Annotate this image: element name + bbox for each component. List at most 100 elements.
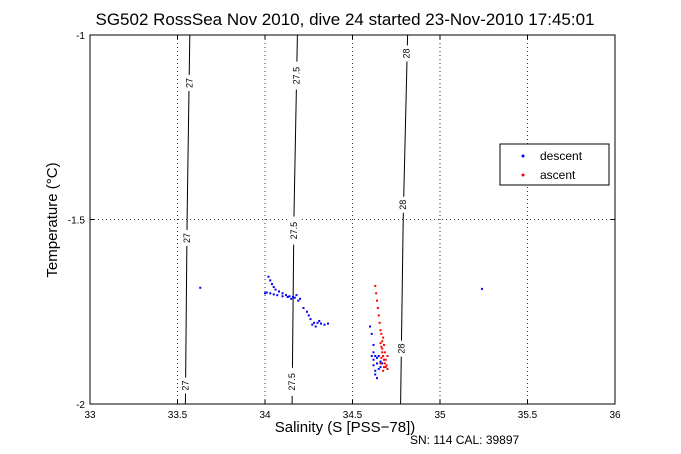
descent-point — [269, 292, 272, 295]
descent-point — [374, 355, 377, 358]
ascent-point — [379, 329, 382, 332]
ascent-point — [374, 284, 377, 287]
contour-label-bg — [395, 340, 408, 357]
x-tick-label: 34 — [259, 410, 271, 421]
descent-point — [276, 294, 279, 297]
descent-point — [372, 351, 375, 354]
contour-label-bg — [290, 61, 303, 90]
descent-point — [481, 287, 483, 290]
ascent-point — [383, 366, 385, 369]
contour-label: 28 — [398, 200, 408, 210]
legend-label-ascent: ascent — [540, 168, 576, 182]
x-tick-label: 33.5 — [168, 410, 188, 421]
legend-marker-descent — [521, 154, 525, 158]
x-axis-label: Salinity (S [PSS−78]) — [275, 419, 415, 436]
descent-point — [271, 283, 273, 286]
descent-point — [377, 367, 380, 370]
descent-point — [313, 321, 315, 324]
ascent-point — [381, 351, 384, 354]
descent-point — [377, 355, 380, 358]
ascent-point — [378, 321, 381, 324]
ascent-point — [381, 347, 384, 350]
x-tick-label: 35.5 — [518, 410, 538, 421]
ascent-point — [381, 340, 384, 343]
descent-point — [281, 295, 284, 298]
ascent-point — [382, 369, 385, 372]
density-contours: 27 27 27 27.5 27.5 27.5 28 28 28 — [179, 34, 413, 405]
legend-label-descent: descent — [540, 149, 583, 163]
descent-point — [269, 279, 272, 282]
ascent-point — [384, 366, 387, 369]
ascent-point — [385, 364, 388, 367]
descent-point — [372, 358, 375, 361]
ascent-point — [376, 307, 379, 310]
descent-point — [285, 294, 287, 297]
descent-point — [376, 377, 378, 380]
descent-point — [370, 332, 373, 335]
data-points — [199, 275, 483, 380]
descent-point — [267, 275, 270, 278]
ascent-point — [380, 356, 383, 359]
descent-point — [265, 291, 268, 294]
descent-point — [278, 290, 280, 293]
descent-point — [374, 373, 377, 376]
descent-point — [370, 355, 373, 358]
descent-point — [323, 323, 326, 326]
legend: descent ascent — [499, 143, 610, 186]
descent-point — [372, 364, 375, 367]
contour-label: 28 — [397, 344, 407, 354]
x-tick-label: 33 — [84, 410, 96, 421]
x-tick-label: 36 — [609, 410, 621, 421]
descent-point — [318, 319, 321, 322]
descent-point — [299, 297, 301, 300]
y-tick-label: -2 — [76, 400, 85, 411]
contour-label: 27.5 — [289, 222, 299, 240]
descent-point — [369, 325, 371, 328]
descent-point — [381, 362, 384, 365]
ascent-point — [383, 362, 386, 365]
contour-label: 27 — [182, 233, 192, 243]
descent-point — [316, 321, 319, 324]
contour-label: 27 — [185, 78, 195, 88]
ascent-point — [379, 362, 382, 365]
descent-point — [376, 356, 378, 359]
descent-point — [293, 296, 296, 299]
ascent-point — [386, 355, 389, 358]
ascent-point — [379, 342, 382, 345]
descent-point — [290, 297, 293, 300]
ascent-point — [383, 351, 386, 354]
descent-point — [374, 369, 377, 372]
contour-line-27 — [184, 34, 191, 405]
grid-lines — [90, 35, 615, 404]
descent-point — [288, 295, 291, 298]
contour-label-bg — [400, 45, 413, 62]
ascent-point — [375, 292, 378, 295]
descent-point — [264, 292, 266, 295]
contour-label: 27.5 — [287, 373, 297, 391]
ascent-point — [382, 355, 385, 358]
descent-point — [272, 286, 275, 289]
descent-point — [281, 292, 284, 295]
x-axis-ticks: 33 33.5 34 34.5 35 35.5 36 — [84, 35, 621, 421]
ascent-point — [384, 358, 387, 361]
descent-point — [379, 360, 382, 363]
descent-point — [372, 343, 375, 346]
contour-label-bg — [183, 74, 196, 91]
descent-point — [199, 286, 202, 289]
descent-point — [307, 314, 310, 317]
descent-point — [379, 366, 382, 369]
contour-label-bg — [286, 367, 299, 396]
descent-point — [302, 307, 305, 310]
descent-point — [376, 362, 378, 365]
legend-box — [499, 143, 610, 186]
descent-point — [297, 299, 300, 302]
contour-label-bg — [181, 229, 194, 246]
ascent-point — [377, 314, 380, 317]
descent-point — [295, 294, 298, 297]
x-tick-label: 35 — [434, 410, 446, 421]
descent-point — [274, 288, 277, 291]
y-axis-label: Temperature (°C) — [44, 162, 61, 277]
descent-point — [314, 325, 317, 328]
y-tick-label: -1.5 — [68, 216, 86, 227]
